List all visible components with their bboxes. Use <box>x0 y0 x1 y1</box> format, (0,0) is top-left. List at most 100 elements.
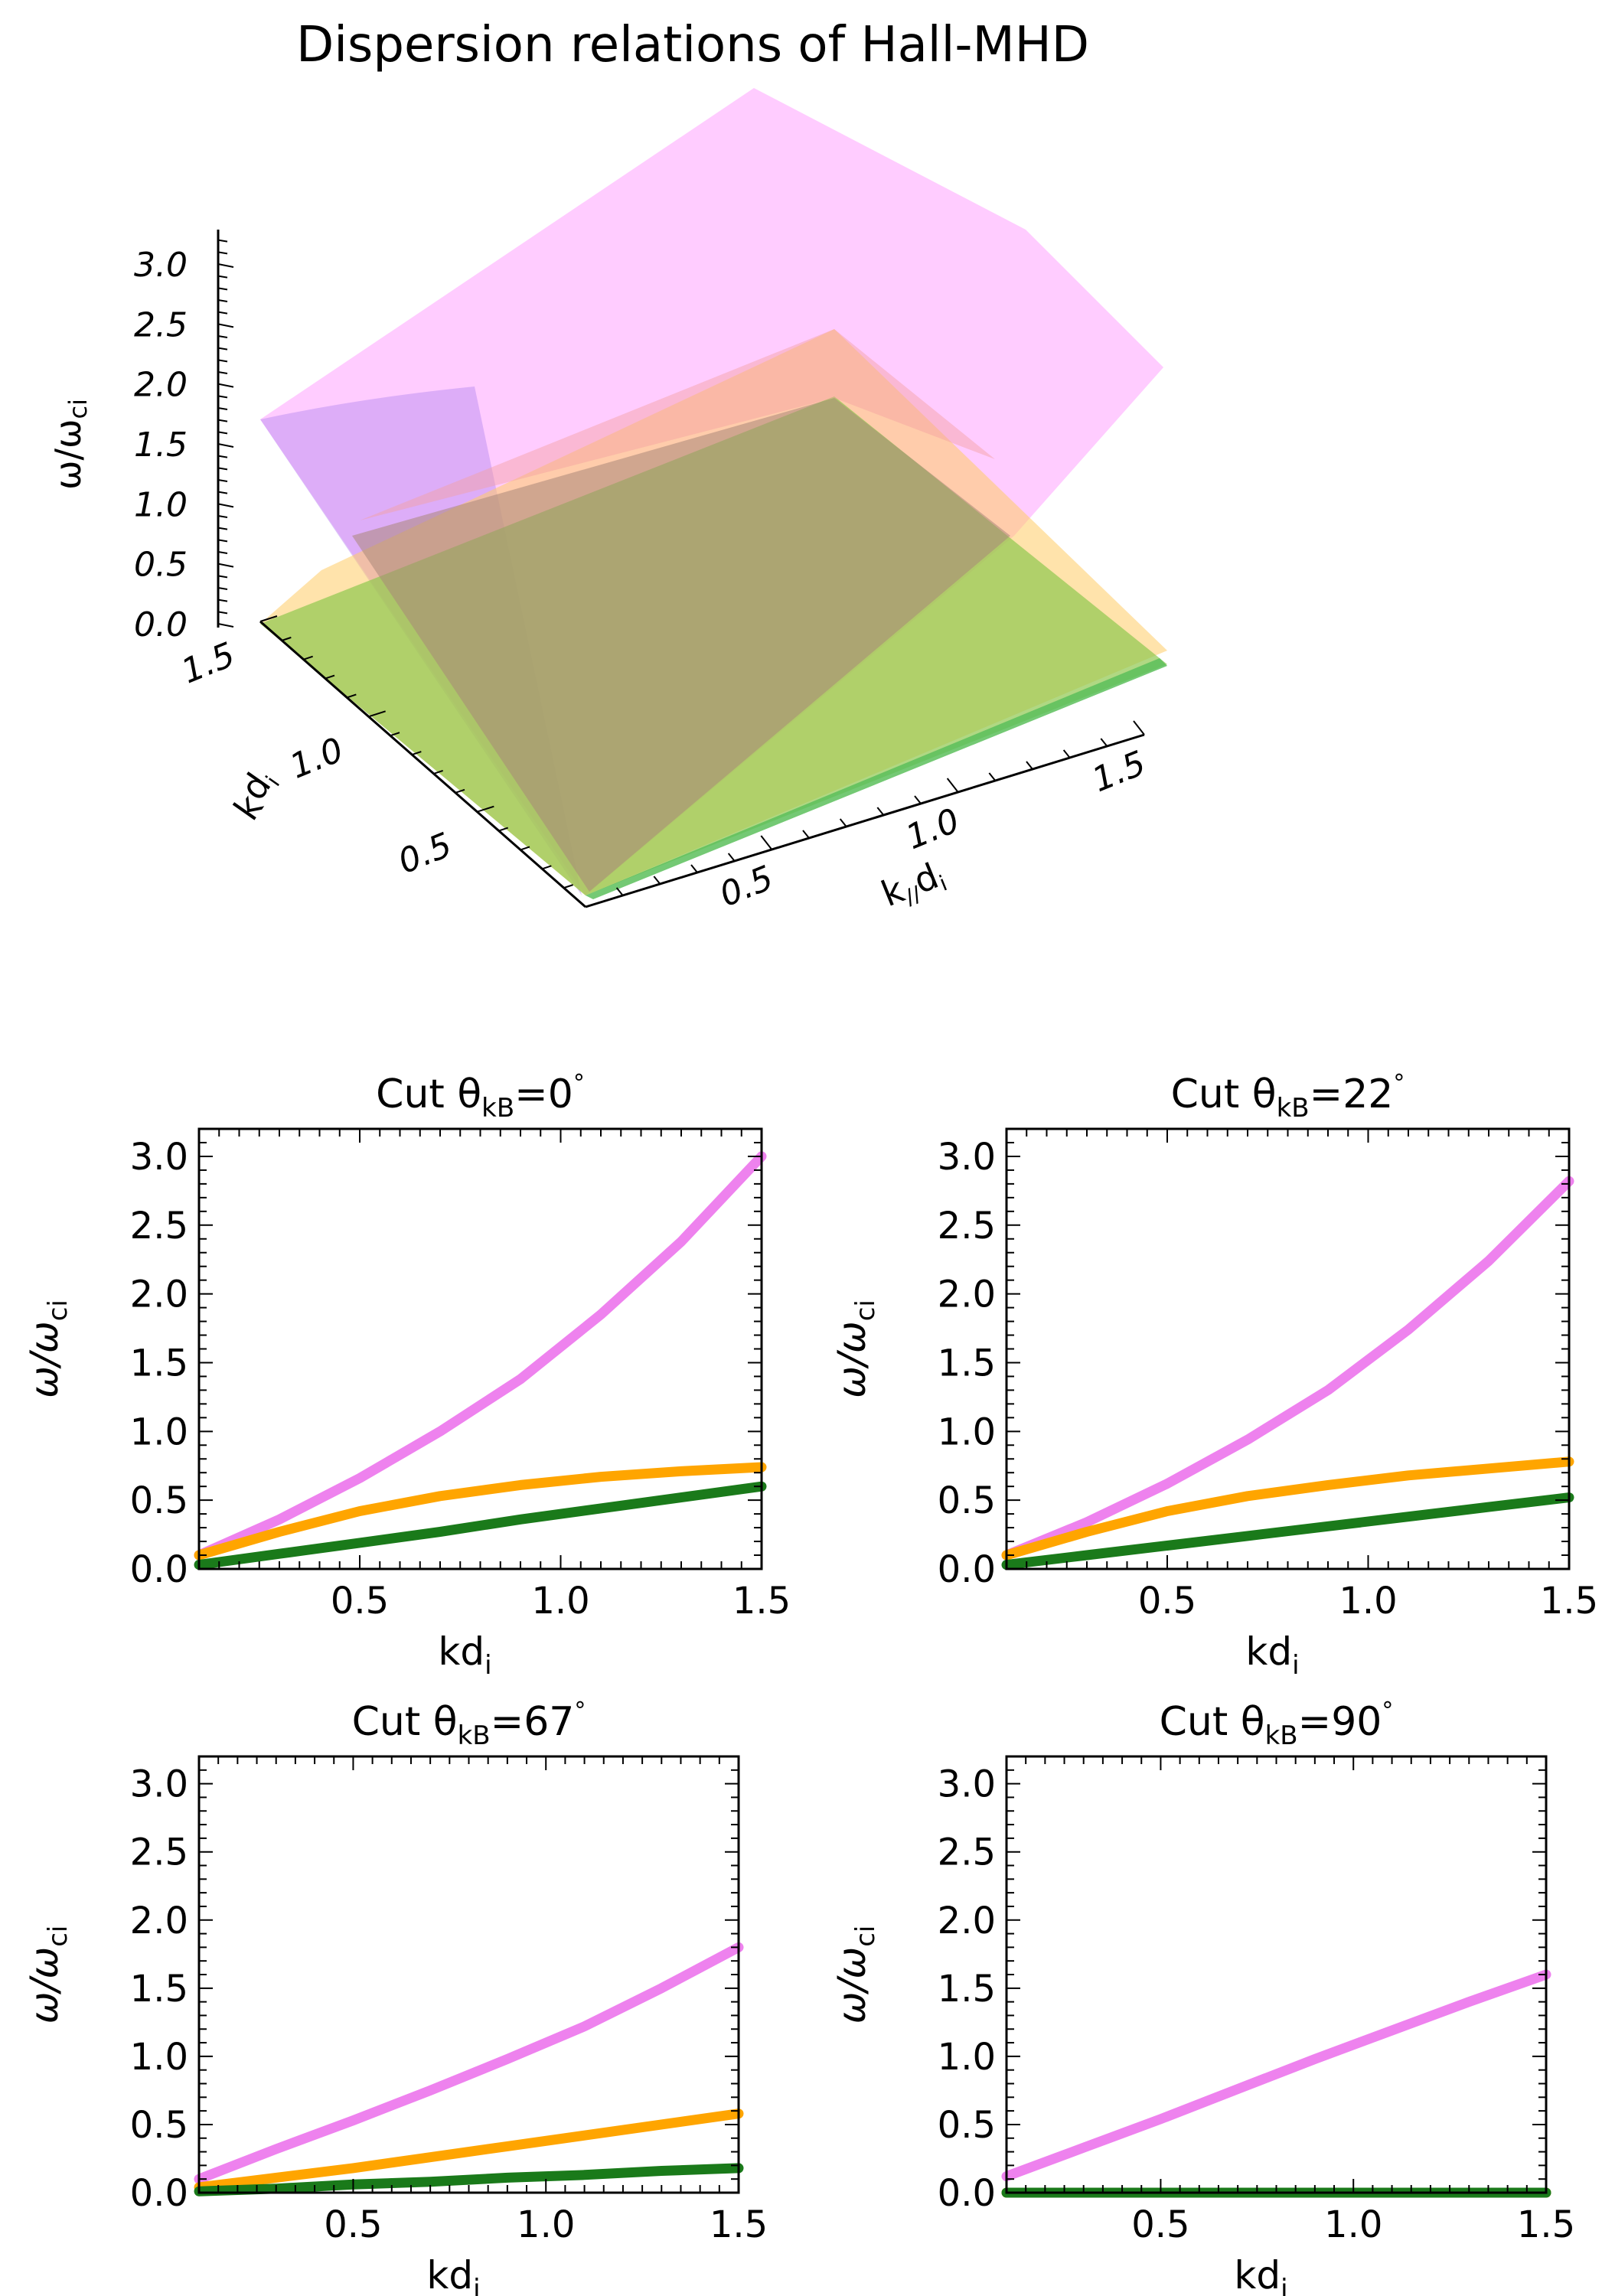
z-axis-tick-labels: 0.0 0.5 1.0 1.5 2.0 2.5 3.0 <box>134 246 188 644</box>
z-tick <box>217 623 234 628</box>
ky-tick <box>368 710 386 718</box>
x-tick-label: 0.5 <box>331 1580 389 1623</box>
z-tick <box>217 587 228 590</box>
z-tick <box>217 539 228 543</box>
y-tick-label: 0.0 <box>130 2172 188 2215</box>
z-tick <box>217 311 228 315</box>
series-fast <box>194 1462 767 1561</box>
kpar-tick-label: 1.5 <box>1087 744 1151 801</box>
y-tick-label: 0.5 <box>130 1479 188 1522</box>
cut-panel-67: Cut θkB=67° 0.0 0.5 1.0 1.5 2.0 2.5 3.0 0.5 1.0 1.… <box>22 1698 768 2296</box>
z-tick <box>217 491 228 494</box>
y-tick-label: 2.5 <box>938 1205 996 1247</box>
kpar-axis-line <box>585 733 1145 908</box>
series-alfven <box>194 1481 767 1570</box>
z-tick <box>217 335 228 338</box>
kpar-tick <box>1100 738 1108 747</box>
x-axis-label: kdi <box>438 1629 491 1681</box>
panel-title: Cut θkB=0° <box>376 1070 585 1124</box>
x-tick-label: 0.5 <box>1138 1580 1196 1623</box>
ky-tick-label: 1.0 <box>285 730 349 787</box>
kpar-tick <box>839 818 847 827</box>
y-tick-label: 0.5 <box>938 1479 996 1522</box>
x-tick-label: 1.0 <box>1339 1580 1397 1623</box>
z-tick <box>217 395 228 399</box>
z-tick <box>217 287 228 291</box>
z-tick <box>217 611 228 615</box>
kpar-tick <box>876 807 885 816</box>
y-tick-label: 0.0 <box>938 1548 996 1591</box>
z-tick <box>217 347 228 351</box>
kpar-tick <box>1026 761 1033 770</box>
x-tick-label: 1.5 <box>710 2203 768 2246</box>
x-tick-label: 0.5 <box>1131 2203 1189 2246</box>
panel-title: Cut θkB=22° <box>1171 1070 1405 1124</box>
z-tick-label: 0.0 <box>134 605 188 644</box>
ky-tick <box>498 827 508 832</box>
y-tick-label: 2.0 <box>130 1900 188 1942</box>
x-tick-label: 1.0 <box>531 1580 589 1623</box>
z-tick <box>217 299 228 302</box>
x-tick-label: 0.5 <box>324 2203 382 2246</box>
z-tick <box>217 371 228 374</box>
ky-tick <box>433 769 443 775</box>
z-axis-label: ω/ωci <box>47 399 93 490</box>
y-tick-label: 3.0 <box>130 1136 188 1179</box>
series-fast <box>194 2108 744 2193</box>
y-tick-label: 3.0 <box>938 1136 996 1179</box>
kpar-tick <box>1062 749 1071 758</box>
plot-frame <box>1005 1755 1548 2194</box>
z-tick <box>217 251 228 255</box>
z-tick-label: 1.5 <box>134 426 188 465</box>
main-title: Dispersion relations of Hall-MHD <box>296 17 1089 73</box>
y-tick-label: 2.5 <box>938 1831 996 1874</box>
cut-panel-22: Cut θkB=22° 0.0 0.5 1.0 1.5 2.0 2.5 3.0 0.5 1.0 1.… <box>830 1070 1598 1681</box>
y-tick-label: 0.0 <box>938 2172 996 2215</box>
y-tick-label: 2.0 <box>938 1900 996 1942</box>
z-tick <box>217 551 228 554</box>
y-tick-label: 1.0 <box>938 1411 996 1453</box>
z-tick <box>217 419 228 422</box>
y-tick-label: 2.0 <box>938 1274 996 1316</box>
ky-axis-line <box>259 620 586 908</box>
y-tick-label: 0.0 <box>130 1548 188 1591</box>
x-axis-label: kdi <box>426 2253 480 2296</box>
z-axis-ticks <box>217 239 234 628</box>
kpar-tick <box>802 830 810 839</box>
z-tick <box>217 443 234 448</box>
z-tick-label: 2.0 <box>134 366 188 405</box>
z-tick <box>217 359 228 363</box>
x-axis-label: kdi <box>1234 2253 1287 2296</box>
x-tick-label: 1.5 <box>1540 1580 1598 1623</box>
kpar-tick <box>690 864 698 873</box>
kpar-tick <box>946 778 959 793</box>
y-tick-label: 1.0 <box>130 1411 188 1453</box>
ky-tick <box>390 732 400 737</box>
z-tick <box>217 575 228 579</box>
series-whistler <box>1001 1176 1574 1561</box>
ky-tick <box>563 884 573 889</box>
z-tick <box>217 515 228 518</box>
z-tick-label: 0.5 <box>134 546 188 585</box>
ky-axis-ticks <box>259 615 573 889</box>
series-whistler <box>194 1151 767 1561</box>
z-tick <box>217 527 228 530</box>
series-fast <box>1001 1456 1574 1561</box>
z-tick <box>217 407 228 410</box>
ky-tick <box>477 805 494 813</box>
kpar-axis-ticks <box>615 720 1145 896</box>
kpar-tick-label: 1.0 <box>901 801 965 858</box>
ky-tick <box>303 655 313 660</box>
y-axis-label: ω/ωci <box>830 1926 881 2024</box>
surface-alfven-edge <box>586 658 1167 899</box>
ky-tick-label: 0.5 <box>393 826 457 882</box>
y-tick-label: 3.0 <box>938 1763 996 1806</box>
series-whistler <box>194 1942 744 2184</box>
y-axis-label: ω/ωci <box>830 1300 881 1398</box>
y-tick-label: 2.5 <box>130 1205 188 1247</box>
y-tick-label: 1.0 <box>938 2036 996 2079</box>
y-tick-label: 2.0 <box>130 1274 188 1316</box>
surface-overlap <box>352 398 1010 892</box>
panel-title: Cut θkB=67° <box>352 1698 586 1751</box>
y-tick-label: 1.5 <box>938 1342 996 1384</box>
